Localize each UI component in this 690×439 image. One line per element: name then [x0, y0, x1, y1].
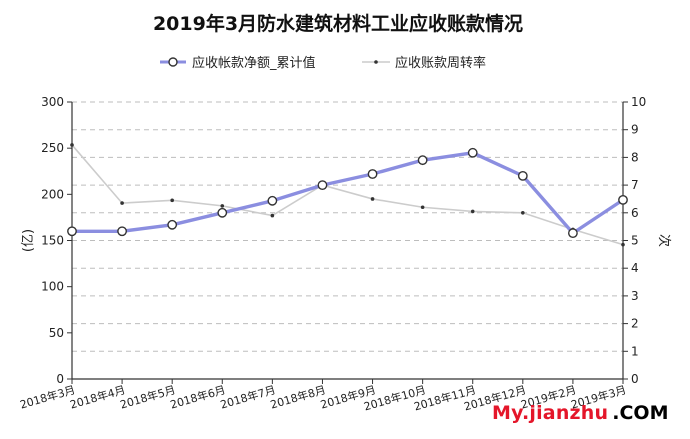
x-tick-label: 2018年8月 [269, 382, 328, 411]
axes [67, 101, 628, 384]
data-point-receivables [367, 169, 378, 179]
watermark: My.jianzhu .COM [492, 398, 682, 428]
series-line-turnover [71, 144, 624, 246]
data-point-receivables [467, 147, 478, 158]
data-point-receivables [517, 170, 528, 181]
grid [72, 101, 623, 352]
y-left-tick-label: 150 [41, 234, 64, 248]
legend-label-series-2: 应收账款周转率 [395, 55, 486, 71]
y-axis-right-label: 次 [656, 234, 672, 247]
y-right-tick-label: 10 [631, 95, 646, 109]
legend-marker-series-1 [168, 57, 178, 67]
watermark-suffix: .COM [612, 402, 669, 424]
y-right-tick-label: 1 [631, 344, 639, 358]
y-right-tick-label: 7 [631, 178, 639, 192]
y-left-tick-label: 300 [41, 95, 64, 109]
data-point-turnover [70, 143, 74, 147]
data-point-turnover [621, 242, 625, 247]
data-point-turnover [521, 211, 525, 215]
watermark-main: My.jianzhu [492, 402, 609, 424]
data-point-receivables [217, 207, 228, 218]
chart-title: 2019年3月防水建筑材料工业应收账款情况 [153, 12, 523, 35]
y-left-tick-label: 200 [41, 187, 64, 201]
data-point-receivables [618, 194, 628, 205]
data-point-turnover [370, 197, 375, 201]
legend-label-series-1: 应收帐款净额_累计值 [192, 55, 316, 71]
data-point-receivables [117, 226, 127, 237]
y-right-tick-label: 5 [631, 234, 639, 248]
y-right-tick-label: 2 [631, 317, 639, 331]
y-left-tick-label: 50 [49, 326, 64, 340]
series-layer [67, 143, 628, 247]
x-tick-label: 2018年5月 [118, 382, 177, 411]
legend-marker-series-2 [374, 60, 378, 64]
x-tick-label: 2018年6月 [168, 382, 227, 411]
y-right-tick-label: 3 [631, 289, 639, 303]
y-right-tick-label: 9 [631, 123, 639, 137]
series-line-receivables [72, 151, 624, 235]
y-right-tick-labels: 0 1 2 3 4 5 6 7 8 9 10 [631, 95, 646, 386]
data-point-receivables [317, 180, 328, 191]
data-point-turnover [170, 198, 174, 203]
y-right-tick-label: 0 [631, 372, 639, 386]
y-right-tick-label: 4 [631, 261, 639, 275]
data-point-turnover [470, 209, 475, 214]
data-point-turnover [220, 204, 225, 208]
data-point-receivables [417, 155, 428, 166]
data-point-turnover [420, 205, 425, 210]
x-tick-label: 2018年3月 [18, 382, 77, 411]
data-point-receivables [267, 195, 278, 206]
y-left-tick-label: 250 [41, 141, 64, 155]
y-right-tick-label: 8 [631, 150, 639, 164]
x-tick-label: 2018年7月 [219, 382, 278, 411]
data-point-receivables [568, 228, 578, 239]
legend-item-series-1: 应收帐款净额_累计值 [160, 55, 316, 71]
data-point-turnover [120, 201, 124, 205]
data-point-receivables [167, 219, 178, 230]
x-tick-label: 2018年4月 [68, 382, 127, 411]
y-axis-left-label: (亿) [21, 229, 36, 252]
y-left-tick-label: 0 [56, 372, 64, 386]
y-left-tick-label: 100 [41, 280, 64, 294]
y-left-tick-labels: 0 50 100 150 200 250 300 [41, 95, 64, 386]
data-point-receivables [67, 226, 77, 237]
legend: 应收帐款净额_累计值 应收账款周转率 [160, 55, 486, 71]
y-right-tick-label: 6 [631, 206, 639, 220]
data-point-turnover [270, 213, 275, 218]
legend-item-series-2: 应收账款周转率 [362, 55, 486, 71]
